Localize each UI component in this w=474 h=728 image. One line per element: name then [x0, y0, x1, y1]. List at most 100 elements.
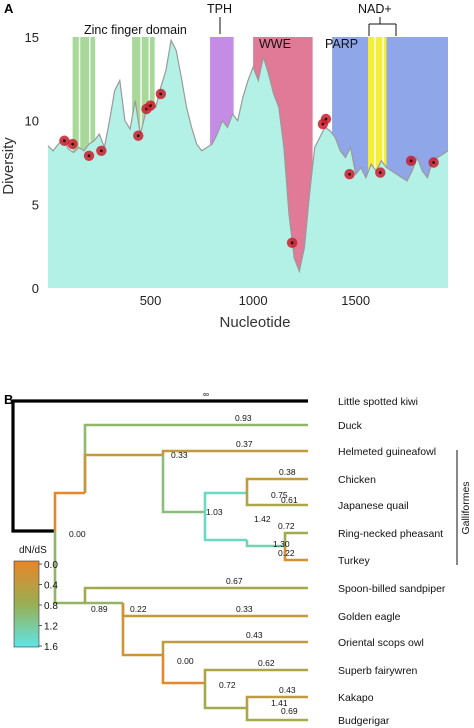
panel-b-letter: B — [4, 392, 13, 407]
branch-label-12: 0.00 — [69, 529, 86, 539]
x-axis-label: Nucleotide — [220, 314, 291, 331]
branch-label-11: 0.22 — [278, 548, 295, 558]
colorbar-tick-label-2: 0.8 — [44, 601, 58, 612]
tree-branch-13 — [283, 546, 308, 562]
tree-branch-4 — [83, 453, 163, 493]
wwe-label: WWE — [259, 37, 291, 51]
colorbar-tick-label-1: 0.4 — [44, 581, 58, 592]
galliformes-label: Galliformes — [460, 481, 472, 534]
colorbar-title: dN/dS — [19, 545, 47, 556]
diversity-plot: 0 5 10 15 500 1000 1500 — [25, 30, 449, 308]
colorbar-tick-label-3: 1.2 — [44, 622, 58, 633]
branch-label-2: 0.33 — [171, 450, 188, 460]
site-point-core-6 — [149, 104, 152, 108]
x-tick-label-0: 500 — [140, 293, 162, 308]
colorbar-ticks: 0.0 0.4 0.8 1.2 1.6 — [39, 560, 58, 653]
branch-label-15: 0.33 — [236, 604, 253, 614]
taxon-label-9: Oriental scops owl — [338, 637, 424, 649]
tree-branch-15 — [83, 586, 308, 603]
tree-branch-8 — [245, 477, 308, 493]
branch-label-23: 0.69 — [281, 706, 298, 716]
site-point-core-14 — [432, 161, 436, 164]
tree-branch-11 — [245, 540, 285, 548]
site-point-core-1 — [71, 142, 75, 146]
tree-branch-0 — [11, 399, 308, 473]
nad-label: NAD+ — [358, 2, 392, 16]
colorbar-tick-label-0: 0.0 — [44, 560, 58, 571]
tree-branch-18 — [121, 603, 163, 657]
taxon-label-8: Golden eagle — [338, 611, 401, 623]
site-point-core-10 — [324, 117, 328, 121]
x-tick-label-1: 1000 — [239, 293, 268, 308]
y-tick-label-0: 0 — [32, 281, 39, 296]
tree-branch-24 — [245, 708, 308, 722]
taxon-label-7: Spoon-billed sandpiper — [338, 583, 446, 595]
branch-label-5: 0.38 — [279, 467, 296, 477]
branch-labels: ∞ 0.93 0.33 0.37 1.03 0.38 0.750.61 1.42 0.72 1.3… — [69, 389, 298, 716]
branch-label-4: 1.03 — [206, 507, 223, 517]
tree-branch-19 — [161, 640, 308, 655]
site-point-core-8 — [290, 241, 294, 245]
tree-branch-17 — [121, 603, 308, 618]
tree-branch-14 — [53, 531, 85, 605]
y-tick-label-1: 5 — [32, 197, 39, 212]
branch-label-16: 0.22 — [130, 604, 147, 614]
tree-branch-6 — [161, 455, 205, 514]
diversity-area — [48, 40, 448, 288]
taxon-label-10: Superb fairywren — [338, 665, 418, 677]
branch-label-0: ∞ — [203, 389, 209, 399]
tree-branch-20 — [161, 655, 205, 685]
tree-branch-1 — [11, 473, 55, 533]
branch-label-8: 1.42 — [254, 514, 271, 524]
nad-stripe-0 — [374, 37, 376, 288]
y-tick-label-3: 15 — [25, 30, 39, 45]
x-tick-label-2: 1500 — [341, 293, 370, 308]
tree-branch-22 — [203, 683, 247, 710]
diversity-line — [47, 38, 449, 274]
tree-branch-7 — [203, 491, 247, 512]
taxon-label-4: Japanese quail — [338, 500, 409, 512]
nad-bracket — [368, 17, 397, 36]
site-point-core-11 — [348, 172, 351, 176]
zinc-finger-label: Zinc finger domain — [84, 23, 187, 37]
branch-label-10: 1.30 — [273, 539, 290, 549]
site-point-core-7 — [159, 92, 163, 96]
branch-label-20: 0.72 — [219, 680, 236, 690]
phylogenetic-tree: ∞ 0.93 0.33 0.37 1.03 0.38 0.750.61 1.42 0.72 1.3… — [11, 389, 308, 722]
tree-branch-9 — [245, 493, 308, 507]
branch-label-21: 0.43 — [279, 685, 296, 695]
tree-branch-12 — [283, 531, 308, 546]
branch-label-17: 0.43 — [246, 630, 263, 640]
branch-label-6: 0.75 — [271, 490, 288, 500]
taxon-label-0: Little spotted kiwi — [338, 396, 418, 408]
branch-label-13: 0.67 — [226, 576, 243, 586]
colorbar — [13, 560, 40, 648]
branch-label-14: 0.89 — [91, 604, 108, 614]
tree-branch-3 — [83, 423, 308, 493]
taxon-label-1: Duck — [338, 420, 363, 432]
tree-branch-5 — [161, 449, 308, 455]
tree-branch-23 — [245, 695, 308, 708]
site-point-core-0 — [63, 139, 66, 143]
branch-label-9: 0.72 — [278, 521, 295, 531]
branch-label-22: 1.41 — [271, 698, 288, 708]
site-point-core-2 — [87, 154, 91, 158]
tph-label: TPH — [207, 2, 232, 16]
tree-branch-2 — [53, 491, 85, 531]
branch-label-3: 0.37 — [236, 439, 253, 449]
panel-a-letter: A — [4, 1, 14, 16]
y-tick-label-2: 10 — [25, 114, 39, 129]
taxon-label-12: Budgerigar — [338, 715, 390, 727]
site-point-core-13 — [409, 159, 413, 163]
highlighted-sites — [59, 88, 439, 249]
site-point-core-12 — [378, 171, 382, 174]
taxon-label-3: Chicken — [338, 474, 376, 486]
tree-branch-10 — [203, 512, 247, 542]
branch-label-1: 0.93 — [235, 413, 252, 423]
parp-label: PARP — [325, 37, 358, 51]
taxa-labels: Little spotted kiwi Duck Helmeted guineafo… — [338, 396, 446, 727]
tree-branch-21 — [203, 668, 308, 683]
taxon-label-11: Kakapo — [338, 692, 374, 704]
taxon-label-6: Turkey — [338, 555, 370, 567]
